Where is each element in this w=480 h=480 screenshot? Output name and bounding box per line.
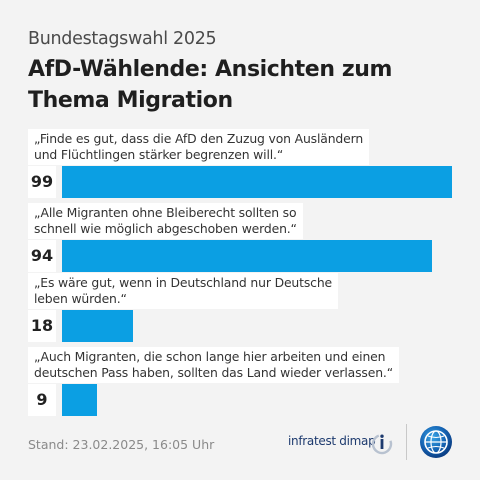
category-label-line: „Finde es gut, dass die AfD den Zuzug vo… <box>34 131 364 146</box>
footer-divider <box>406 424 407 460</box>
bar-row: 94 <box>28 240 452 272</box>
chart-title: AfD-Wählende: Ansichten zum Thema Migrat… <box>28 57 393 113</box>
bar-row: 18 <box>28 310 452 342</box>
category-label: „Auch Migranten, die schon lange hier ar… <box>28 347 399 383</box>
category-label: „Es wäre gut, wenn in Deutschland nur De… <box>28 273 338 309</box>
category-label-line: deutschen Pass haben, sollten das Land w… <box>34 365 393 380</box>
data-label: 9 <box>28 384 56 416</box>
category-label-line: schnell wie möglich abgeschoben werden.“ <box>34 221 297 236</box>
bar <box>62 384 97 416</box>
bar <box>62 310 133 342</box>
bar <box>62 240 432 272</box>
tagesschau-globe-logo-icon <box>420 426 452 458</box>
category-label: „Alle Migranten ohne Bleiberecht sollten… <box>28 203 303 239</box>
category-label-line: „Auch Migranten, die schon lange hier ar… <box>34 349 386 364</box>
data-label: 99 <box>28 166 56 198</box>
category-label-line: „Alle Migranten ohne Bleiberecht sollten… <box>34 205 297 220</box>
bar-row: 9 <box>28 384 452 416</box>
infratest-dimap-logo-icon <box>371 433 393 455</box>
category-label-line: leben würden.“ <box>34 291 127 306</box>
bar <box>62 166 452 198</box>
category-label-line: „Es wäre gut, wenn in Deutschland nur De… <box>34 275 332 290</box>
category-label: „Finde es gut, dass die AfD den Zuzug vo… <box>28 129 370 165</box>
kicker: Bundestagswahl 2025 <box>28 29 217 49</box>
source-name: infratest dimap <box>288 434 376 448</box>
timestamp: Stand: 23.02.2025, 16:05 Uhr <box>28 437 215 452</box>
data-label: 18 <box>28 310 56 342</box>
bar-row: 99 <box>28 166 452 198</box>
category-label-line: und Flüchtlingen stärker begrenzen will.… <box>34 147 284 162</box>
data-label: 94 <box>28 240 56 272</box>
